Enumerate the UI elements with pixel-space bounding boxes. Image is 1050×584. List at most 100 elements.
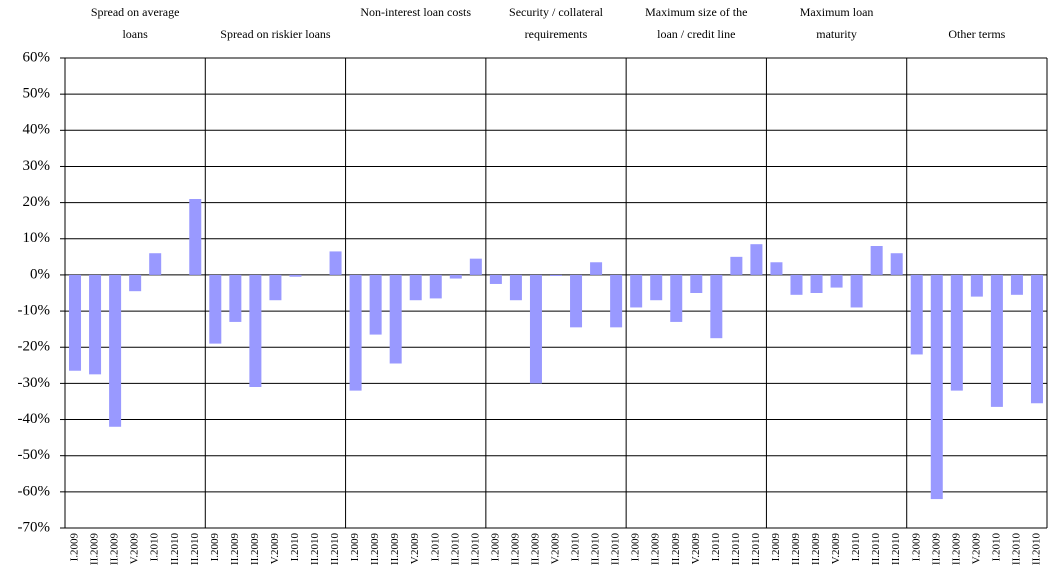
y-tick-label: -50% — [18, 447, 51, 463]
bar — [710, 274, 723, 339]
bar — [850, 274, 863, 308]
x-tick-label: II.2009 — [389, 533, 401, 566]
y-tick-label: -40% — [18, 411, 51, 427]
x-tick-label: II.2010 — [590, 533, 602, 566]
x-tick-label: I.2010 — [149, 533, 161, 562]
y-tick-label: -70% — [18, 519, 51, 535]
bar — [910, 274, 923, 355]
y-tick-label: -30% — [18, 375, 51, 391]
bar — [289, 274, 302, 277]
x-tick-label: II.2009 — [109, 533, 121, 566]
x-tick-label: II.2010 — [730, 533, 742, 566]
x-tick-label: II.2009 — [650, 533, 662, 566]
x-tick-label: II.2010 — [329, 533, 341, 566]
y-tick-label: -10% — [18, 303, 51, 319]
bar — [550, 274, 562, 277]
bar — [690, 274, 703, 293]
x-tick-label: II.2010 — [870, 533, 882, 566]
bar — [990, 274, 1003, 407]
x-tick-label: I.2009 — [349, 533, 361, 562]
x-tick-label: II.2010 — [169, 533, 181, 566]
x-tick-label: I.2010 — [850, 533, 862, 562]
panel-title: Spread on riskier loans — [220, 27, 331, 41]
bar — [489, 274, 502, 284]
x-tick-label: I.2009 — [630, 533, 642, 562]
panel-title: Non-interest loan costs — [360, 5, 471, 19]
bar — [810, 274, 823, 293]
panel-title: maturity — [816, 27, 857, 41]
bar — [890, 253, 903, 275]
x-tick-label: II.2009 — [670, 533, 682, 566]
x-tick-label: I.2009 — [209, 533, 221, 562]
x-tick-label: V.2009 — [409, 533, 421, 565]
bar — [950, 274, 963, 391]
x-tick-label: V.2009 — [550, 533, 562, 565]
bar — [149, 253, 162, 275]
bar — [610, 274, 623, 328]
bar — [750, 244, 763, 275]
x-tick-label: II.2009 — [509, 533, 521, 566]
panel-title: requirements — [525, 27, 588, 41]
x-tick-label: II.2009 — [89, 533, 101, 566]
x-tick-label: V.2009 — [830, 533, 842, 565]
y-tick-label: -60% — [18, 483, 51, 499]
y-tick-label: 20% — [23, 194, 51, 210]
bar — [830, 274, 843, 288]
x-tick-label: II.2010 — [469, 533, 481, 566]
bar — [409, 274, 422, 301]
panel-title: Spread on average — [91, 5, 180, 19]
x-tick-label: II.2010 — [750, 533, 762, 566]
x-tick-label: V.2009 — [970, 533, 982, 565]
x-tick-label: II.2010 — [309, 533, 321, 566]
bar — [670, 274, 683, 322]
bar — [469, 258, 482, 275]
x-tick-label: II.2010 — [1010, 533, 1022, 566]
y-tick-label: -20% — [18, 339, 51, 355]
bar — [329, 251, 342, 275]
x-tick-label: I.2010 — [289, 533, 301, 562]
x-tick-label: II.2010 — [610, 533, 622, 566]
x-tick-label: I.2009 — [69, 533, 81, 562]
x-tick-label: I.2009 — [770, 533, 782, 562]
panel-title: loans — [122, 27, 148, 41]
x-tick-label: II.2009 — [810, 533, 822, 566]
bar — [269, 274, 282, 301]
x-tick-label: II.2009 — [529, 533, 541, 566]
x-tick-label: V.2009 — [129, 533, 141, 565]
x-tick-label: II.2010 — [189, 533, 201, 566]
bar — [189, 199, 202, 275]
x-tick-label: I.2009 — [489, 533, 501, 562]
bar — [249, 274, 262, 387]
bar — [389, 274, 402, 364]
y-tick-label: 40% — [23, 122, 51, 138]
x-tick-label: II.2009 — [950, 533, 962, 566]
bar — [209, 274, 222, 344]
bar — [429, 274, 442, 299]
bar — [870, 246, 883, 275]
bar — [509, 274, 522, 301]
x-tick-label: II.2009 — [930, 533, 942, 566]
bar — [1030, 274, 1043, 404]
bar — [69, 274, 82, 371]
bar — [970, 274, 983, 297]
bar — [570, 274, 583, 328]
bar — [449, 274, 462, 279]
panel-title: Maximum size of the — [645, 5, 747, 19]
bar — [770, 262, 783, 275]
y-tick-label: 30% — [23, 158, 51, 174]
bar — [1010, 274, 1023, 295]
x-tick-label: II.2010 — [890, 533, 902, 566]
panel-title: Maximum loan — [800, 5, 874, 19]
x-tick-label: II.2010 — [449, 533, 461, 566]
y-tick-label: 60% — [23, 49, 51, 65]
bar — [349, 274, 362, 391]
x-tick-label: II.2009 — [249, 533, 261, 566]
bar — [129, 274, 142, 292]
x-tick-label: I.2009 — [910, 533, 922, 562]
y-tick-label: 0% — [30, 266, 50, 282]
bar — [730, 256, 743, 275]
bar — [650, 274, 663, 301]
bar — [369, 274, 382, 335]
bar — [630, 274, 643, 308]
